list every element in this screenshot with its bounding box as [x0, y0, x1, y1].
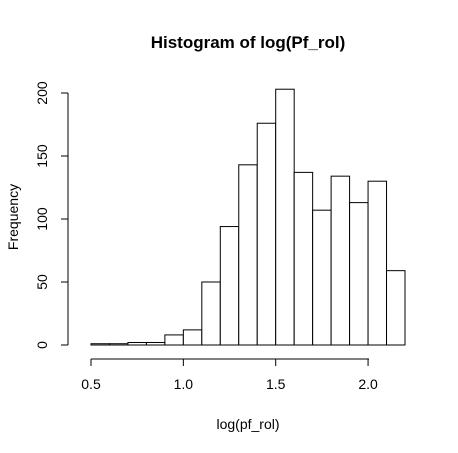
chart-title: Histogram of log(Pf_rol) — [151, 33, 346, 52]
x-tick-label: 2.0 — [358, 376, 378, 392]
histogram-bar — [239, 165, 257, 345]
y-tick-label: 100 — [34, 207, 50, 231]
histogram-bar — [294, 172, 312, 345]
x-axis-label: log(pf_rol) — [216, 416, 279, 432]
y-tick-label: 50 — [34, 274, 50, 290]
y-tick-label: 200 — [34, 81, 50, 105]
bars-group — [91, 89, 405, 345]
x-tick-label: 1.0 — [174, 376, 194, 392]
y-tick-label: 150 — [34, 144, 50, 168]
histogram-bar — [257, 123, 275, 345]
histogram-bar — [109, 344, 127, 345]
x-ticks-group: 0.5 1.0 1.5 2.0 — [81, 359, 378, 392]
histogram-bar — [313, 210, 331, 345]
histogram-bar — [331, 176, 349, 345]
x-tick-label: 0.5 — [81, 376, 101, 392]
histogram-bar — [387, 271, 405, 345]
histogram-bar — [202, 282, 220, 345]
y-ticks-group: 0 50 100 150 200 — [34, 81, 68, 349]
histogram-bar — [350, 203, 368, 345]
histogram-bar — [220, 227, 238, 345]
histogram-bar — [276, 89, 294, 345]
histogram-bar — [368, 181, 386, 345]
x-tick-label: 1.5 — [266, 376, 286, 392]
histogram-bar — [146, 342, 164, 345]
histogram-bar — [128, 342, 146, 345]
y-tick-label: 0 — [34, 341, 50, 349]
y-axis-label: Frequency — [5, 184, 21, 250]
histogram-bar — [91, 344, 109, 345]
histogram-bar — [165, 335, 183, 345]
histogram-bar — [183, 330, 201, 345]
